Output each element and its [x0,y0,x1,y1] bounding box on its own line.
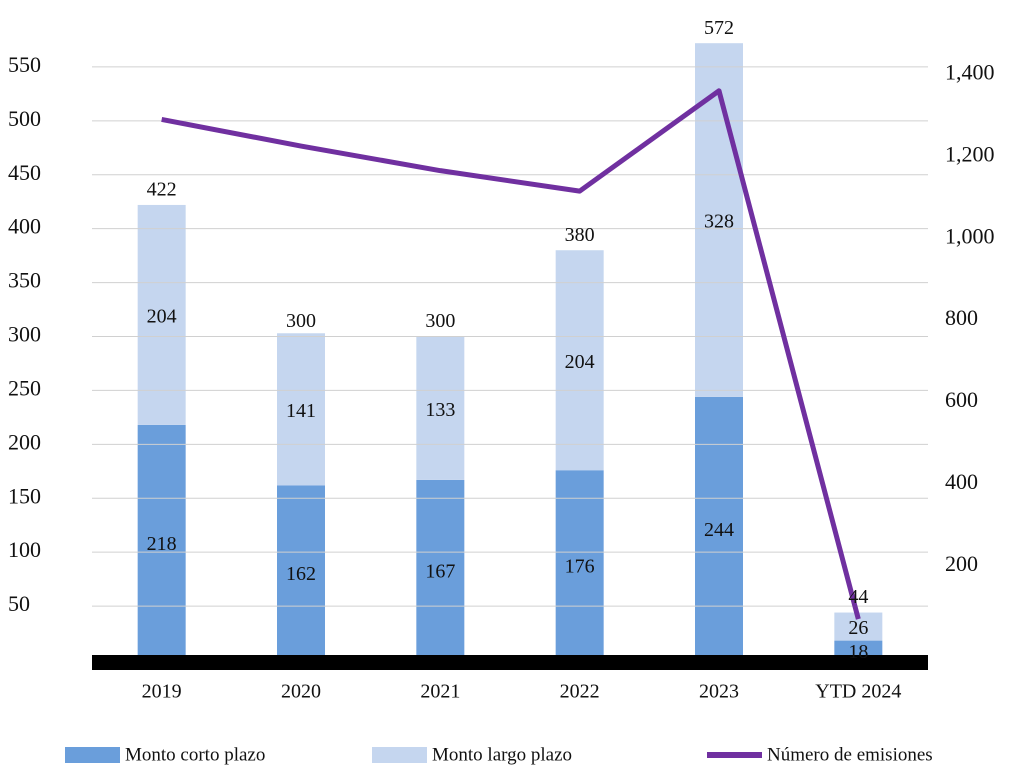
total-label: 380 [565,224,595,246]
data-label: 141 [286,400,316,422]
y2-tick-label: 1,000 [945,223,995,248]
y-tick-label: 250 [8,375,41,400]
x-tick-label: 2020 [281,681,321,703]
bar-segment [137,424,186,660]
y2-tick-label: 200 [945,551,978,576]
y2-tick-label: 400 [945,469,978,494]
data-label: 204 [565,351,595,373]
y-tick-label: 350 [8,268,41,293]
y-tick-label: 300 [8,322,41,347]
bar-segment [555,470,604,660]
x-tick-label: 2021 [420,681,460,703]
legend-swatch [372,747,427,763]
y-tick-label: 100 [8,537,41,562]
data-label: 133 [425,399,455,421]
data-label: 176 [565,556,595,578]
y-tick-label: 200 [8,429,41,454]
legend-label: Monto corto plazo [125,744,265,765]
legend-label: Número de emisiones [767,744,933,765]
bar-segment [695,396,743,660]
y-tick-label: 550 [8,52,41,77]
total-label: 300 [425,310,455,332]
y2-tick-label: 1,200 [945,141,995,166]
total-label: 422 [147,179,177,201]
y-tick-label: 400 [8,214,41,239]
x-tick-label: 2022 [560,681,600,703]
y2-tick-label: 600 [945,387,978,412]
data-label: 18 [848,641,868,663]
x-tick-label: YTD 2024 [815,681,901,703]
legend-label: Monto largo plazo [432,744,572,765]
legend-swatch [65,747,120,763]
y-tick-label: 450 [8,160,41,185]
data-label: 328 [704,211,734,233]
bar-segment [555,250,604,471]
total-label: 44 [848,586,868,608]
y-tick-label: 50 [8,591,30,616]
bar-segment [277,485,325,660]
y2-tick-label: 800 [945,305,978,330]
bar-segment [416,336,465,480]
line [161,88,861,620]
y-tick-label: 150 [8,483,41,508]
y2-tick-label: 1,400 [945,59,995,84]
bar-segment [137,204,186,425]
bar-segment [416,479,465,660]
data-label: 244 [704,519,734,541]
total-label: 300 [286,310,316,332]
data-label: 218 [147,533,177,555]
data-label: 167 [425,561,455,583]
y-tick-label: 500 [8,106,41,131]
data-label: 204 [147,306,177,328]
total-label: 572 [704,17,734,39]
data-label: 26 [848,617,868,639]
x-tick-label: 2019 [142,681,182,703]
data-label: 162 [286,563,316,585]
x-tick-label: 2023 [699,681,739,703]
x-axis-line [92,655,928,670]
bar-segment [277,333,325,486]
